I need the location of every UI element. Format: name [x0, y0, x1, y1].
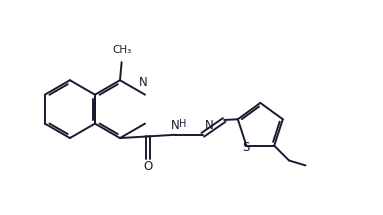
Text: CH₃: CH₃: [112, 45, 131, 55]
Text: N: N: [170, 119, 179, 132]
Text: N: N: [139, 76, 148, 89]
Text: O: O: [143, 160, 152, 173]
Text: S: S: [243, 141, 250, 154]
Text: N: N: [205, 119, 213, 132]
Text: H: H: [179, 119, 186, 129]
